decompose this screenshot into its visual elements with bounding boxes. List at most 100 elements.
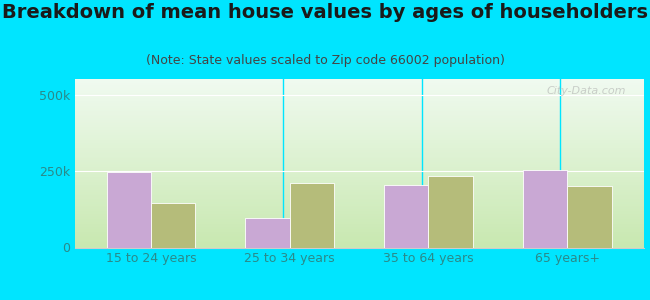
- Bar: [75, 190, 644, 192]
- Bar: [75, 118, 644, 120]
- Bar: [75, 217, 644, 219]
- Bar: [75, 136, 644, 138]
- Bar: [75, 209, 644, 211]
- Bar: [75, 211, 644, 212]
- Bar: [75, 222, 644, 224]
- Bar: [75, 231, 644, 233]
- Bar: [75, 214, 644, 216]
- Bar: [75, 229, 644, 231]
- Bar: [75, 234, 644, 236]
- Bar: [290, 183, 334, 247]
- Bar: [75, 172, 644, 174]
- Bar: [75, 174, 644, 175]
- Bar: [75, 142, 644, 143]
- Bar: [75, 177, 644, 178]
- Bar: [75, 145, 644, 147]
- Bar: [75, 98, 644, 100]
- Bar: [75, 167, 644, 169]
- Bar: [75, 155, 644, 157]
- Text: (Note: State values scaled to Zip code 66002 population): (Note: State values scaled to Zip code 6…: [146, 54, 504, 67]
- Bar: [75, 180, 644, 182]
- Bar: [75, 113, 644, 115]
- Bar: [567, 186, 612, 248]
- Bar: [75, 85, 644, 86]
- Bar: [75, 111, 644, 113]
- Bar: [75, 128, 644, 130]
- Bar: [75, 189, 644, 190]
- Bar: [75, 103, 644, 105]
- Bar: [75, 242, 644, 244]
- Bar: [75, 199, 644, 200]
- Bar: [75, 130, 644, 132]
- Bar: [75, 184, 644, 185]
- Bar: [75, 236, 644, 237]
- Bar: [75, 212, 644, 214]
- Bar: [75, 160, 644, 162]
- Bar: [75, 241, 644, 242]
- Bar: [75, 200, 644, 202]
- Bar: [75, 93, 644, 94]
- Bar: [75, 148, 644, 150]
- Bar: [75, 220, 644, 222]
- Bar: [75, 135, 644, 136]
- Bar: [428, 176, 473, 248]
- Bar: [75, 115, 644, 116]
- Bar: [75, 106, 644, 108]
- Bar: [75, 244, 644, 246]
- Bar: [75, 81, 644, 83]
- Bar: [75, 140, 644, 142]
- Bar: [75, 164, 644, 165]
- Bar: [75, 101, 644, 103]
- Bar: [151, 203, 196, 248]
- Bar: [75, 170, 644, 172]
- Bar: [75, 123, 644, 125]
- Bar: [75, 90, 644, 91]
- Bar: [75, 206, 644, 207]
- Bar: [75, 175, 644, 177]
- Bar: [246, 218, 290, 248]
- Bar: [75, 80, 644, 81]
- Bar: [75, 178, 644, 180]
- Bar: [75, 246, 644, 248]
- Bar: [75, 127, 644, 128]
- Bar: [75, 88, 644, 90]
- Bar: [75, 116, 644, 118]
- Bar: [75, 226, 644, 227]
- Bar: [75, 153, 644, 155]
- Bar: [75, 197, 644, 199]
- Bar: [75, 108, 644, 110]
- Bar: [75, 219, 644, 220]
- Bar: [75, 227, 644, 229]
- Text: Breakdown of mean house values by ages of householders: Breakdown of mean house values by ages o…: [2, 3, 648, 22]
- Bar: [75, 232, 644, 234]
- Text: City-Data.com: City-Data.com: [547, 86, 627, 96]
- Bar: [75, 138, 644, 140]
- Bar: [75, 202, 644, 204]
- Bar: [75, 132, 644, 133]
- Bar: [75, 96, 644, 98]
- Bar: [75, 150, 644, 152]
- Bar: [75, 239, 644, 241]
- Bar: [75, 224, 644, 226]
- Bar: [75, 157, 644, 158]
- Bar: [107, 172, 151, 248]
- Bar: [75, 122, 644, 123]
- Bar: [75, 237, 644, 239]
- Bar: [75, 125, 644, 127]
- Bar: [75, 216, 644, 217]
- Bar: [75, 100, 644, 101]
- Bar: [75, 195, 644, 197]
- Bar: [75, 120, 644, 122]
- Bar: [75, 105, 644, 106]
- Bar: [75, 86, 644, 88]
- Bar: [75, 194, 644, 195]
- Bar: [75, 147, 644, 148]
- Bar: [75, 110, 644, 111]
- Bar: [75, 133, 644, 135]
- Bar: [75, 182, 644, 184]
- Bar: [75, 91, 644, 93]
- Bar: [384, 185, 428, 248]
- Bar: [75, 204, 644, 206]
- Bar: [75, 94, 644, 96]
- Bar: [75, 83, 644, 85]
